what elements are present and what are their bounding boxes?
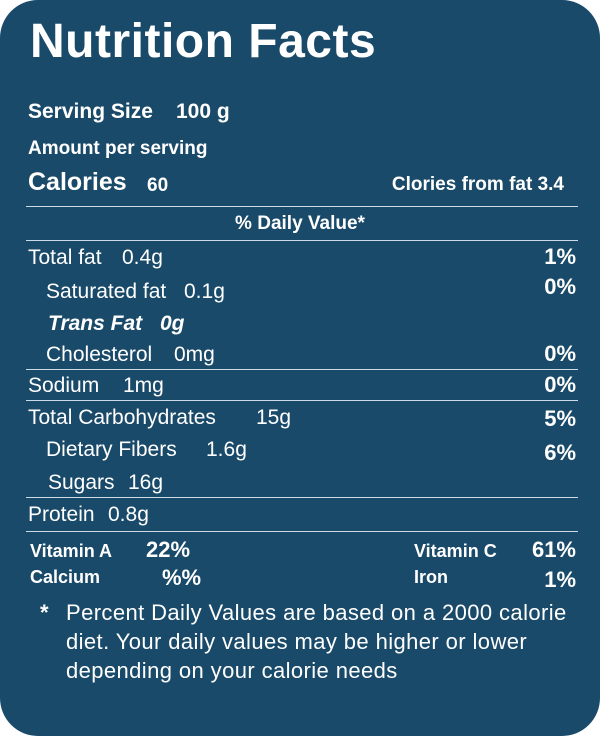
calcium-value: %% bbox=[162, 565, 202, 590]
calories-label: Calories bbox=[28, 168, 127, 196]
trans-fat-label: Trans Fat bbox=[48, 312, 143, 335]
cholesterol-label: Cholesterol bbox=[46, 343, 153, 366]
protein-amount: 0.8g bbox=[108, 503, 149, 526]
protein-label: Protein bbox=[28, 503, 95, 526]
amount-per-serving: Amount per serving bbox=[28, 138, 208, 159]
serving-size-label: Serving Size bbox=[28, 100, 153, 123]
calcium-label: Calcium bbox=[30, 567, 101, 587]
sugars-amount: 16g bbox=[128, 471, 164, 494]
total-fat-amount: 0.4g bbox=[122, 246, 163, 269]
sodium-amount: 1mg bbox=[123, 374, 164, 397]
total-carbs-label: Total Carbohydrates bbox=[28, 406, 216, 429]
vitamin-a-value: 22% bbox=[146, 537, 191, 562]
label-title: Nutrition Facts bbox=[30, 15, 377, 68]
saturated-fat-amount: 0.1g bbox=[184, 280, 225, 303]
calories-value: 60 bbox=[147, 175, 169, 196]
footnote-asterisk: * bbox=[40, 600, 49, 625]
divider-protein bbox=[26, 531, 578, 532]
divider-dv-header bbox=[26, 240, 578, 241]
serving-size-value: 100 g bbox=[176, 100, 230, 123]
divider-sugars bbox=[26, 497, 578, 498]
sodium-label: Sodium bbox=[28, 374, 100, 397]
total-fat-label: Total fat bbox=[28, 246, 102, 269]
iron-value: 1% bbox=[544, 567, 576, 592]
trans-fat-amount: 0g bbox=[160, 312, 185, 335]
vitamin-c-value: 61% bbox=[531, 537, 576, 562]
saturated-fat-dv: 0% bbox=[544, 274, 576, 299]
vitamin-c-label: Vitamin C bbox=[414, 541, 497, 561]
divider-cholesterol bbox=[26, 369, 578, 370]
dietary-fibers-dv: 6% bbox=[544, 440, 576, 465]
sugars-label: Sugars bbox=[48, 471, 115, 494]
divider-sodium bbox=[26, 400, 578, 401]
total-carbs-dv: 5% bbox=[544, 406, 576, 431]
saturated-fat-label: Saturated fat bbox=[46, 280, 167, 303]
footnote-text: Percent Daily Values are based on a 2000… bbox=[66, 600, 567, 683]
daily-value-header: % Daily Value* bbox=[235, 213, 365, 234]
sodium-dv: 0% bbox=[544, 372, 576, 397]
total-carbs-amount: 15g bbox=[256, 406, 292, 429]
vitamin-a-label: Vitamin A bbox=[30, 541, 113, 561]
iron-label: Iron bbox=[414, 567, 448, 587]
divider-calories bbox=[26, 206, 578, 207]
calories-from-fat: Clories from fat 3.4 bbox=[391, 174, 564, 195]
cholesterol-dv: 0% bbox=[544, 341, 576, 366]
dietary-fibers-label: Dietary Fibers bbox=[46, 438, 177, 461]
total-fat-dv: 1% bbox=[544, 244, 576, 269]
dietary-fibers-amount: 1.6g bbox=[206, 438, 247, 461]
cholesterol-amount: 0mg bbox=[174, 343, 215, 366]
footnote: * Percent Daily Values are based on a 20… bbox=[40, 598, 580, 685]
